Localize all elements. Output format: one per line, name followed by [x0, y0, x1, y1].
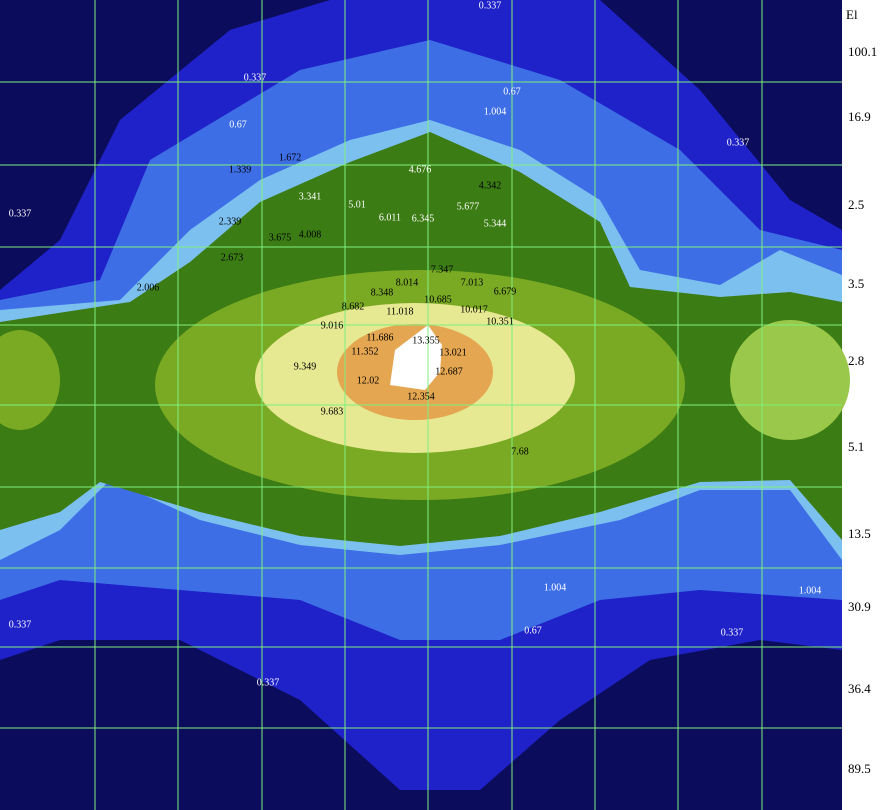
contour-label: 8.682 — [342, 301, 365, 312]
peak-region — [390, 325, 442, 390]
contour-label: 0.67 — [503, 86, 521, 97]
contour-label: 5.344 — [484, 218, 507, 229]
contour-label: 7.013 — [461, 277, 484, 288]
contour-labels: 0.337 0.337 0.67 0.67 1.004 1.672 1.339 … — [9, 0, 822, 688]
row-label: 89.5 — [848, 761, 871, 776]
contour-label: 0.337 — [727, 137, 750, 148]
contour-label: 8.014 — [396, 277, 419, 288]
contour-label: 2.673 — [221, 252, 244, 263]
contour-label: 12.02 — [357, 375, 380, 386]
contour-label: 0.337 — [257, 677, 280, 688]
contour-label: 11.686 — [366, 332, 393, 343]
contour-band — [730, 320, 850, 440]
contour-label: 0.337 — [9, 619, 32, 630]
axis-title: El — [846, 7, 858, 22]
contour-label: 9.349 — [294, 361, 317, 372]
contour-label: 4.676 — [409, 164, 432, 175]
contour-label: 5.677 — [457, 201, 480, 212]
contour-label: 6.679 — [494, 286, 517, 297]
contour-label: 5.01 — [348, 199, 366, 210]
row-label: 2.8 — [848, 353, 864, 368]
contour-label: 3.675 — [269, 232, 292, 243]
contour-label: 2.339 — [219, 216, 242, 227]
contour-label: 0.337 — [9, 208, 32, 219]
contour-label: 1.339 — [229, 164, 252, 175]
row-label: 13.5 — [848, 526, 871, 541]
contour-label: 11.352 — [351, 346, 378, 357]
contour-label: 12.354 — [407, 391, 435, 402]
grid — [0, 0, 842, 810]
contour-label: 0.67 — [524, 625, 542, 636]
contour-label: 10.017 — [460, 304, 488, 315]
contour-label: 13.355 — [412, 335, 440, 346]
contour-label: 4.342 — [479, 180, 502, 191]
row-label: 100.1 — [848, 44, 877, 59]
contour-label: 10.685 — [424, 294, 452, 305]
row-label: 36.4 — [848, 681, 871, 696]
contour-label: 1.004 — [544, 582, 567, 593]
contour-label: 12.687 — [435, 366, 463, 377]
contour-label: 6.345 — [412, 213, 435, 224]
contour-label: 1.672 — [279, 152, 302, 163]
row-label: 5.1 — [848, 439, 864, 454]
contour-label: 7.347 — [431, 264, 454, 275]
row-label: 16.9 — [848, 109, 871, 124]
contour-label: 9.016 — [321, 320, 344, 331]
contour-label: 0.337 — [244, 72, 267, 83]
contour-label: 0.337 — [479, 0, 502, 11]
contour-label: 8.348 — [371, 287, 394, 298]
contour-label: 13.021 — [439, 347, 467, 358]
row-label: 3.5 — [848, 276, 864, 291]
contour-label: 0.337 — [721, 627, 744, 638]
contour-label: 3.341 — [299, 191, 322, 202]
contour-label: 4.008 — [299, 229, 322, 240]
contour-label: 9.683 — [321, 406, 344, 417]
row-label: 2.5 — [848, 197, 864, 212]
contour-label: 11.018 — [386, 306, 413, 317]
contour-label: 2.006 — [137, 282, 160, 293]
row-label: 30.9 — [848, 599, 871, 614]
contour-label: 7.68 — [511, 446, 529, 457]
contour-label: 1.004 — [799, 585, 822, 596]
contour-label: 6.011 — [379, 212, 401, 223]
contour-label: 1.004 — [484, 106, 507, 117]
contour-label: 10.351 — [486, 316, 514, 327]
contour-label: 0.67 — [229, 119, 247, 130]
row-labels: 100.1 16.9 2.5 3.5 2.8 5.1 13.5 30.9 36.4 89.5 — [848, 44, 877, 776]
